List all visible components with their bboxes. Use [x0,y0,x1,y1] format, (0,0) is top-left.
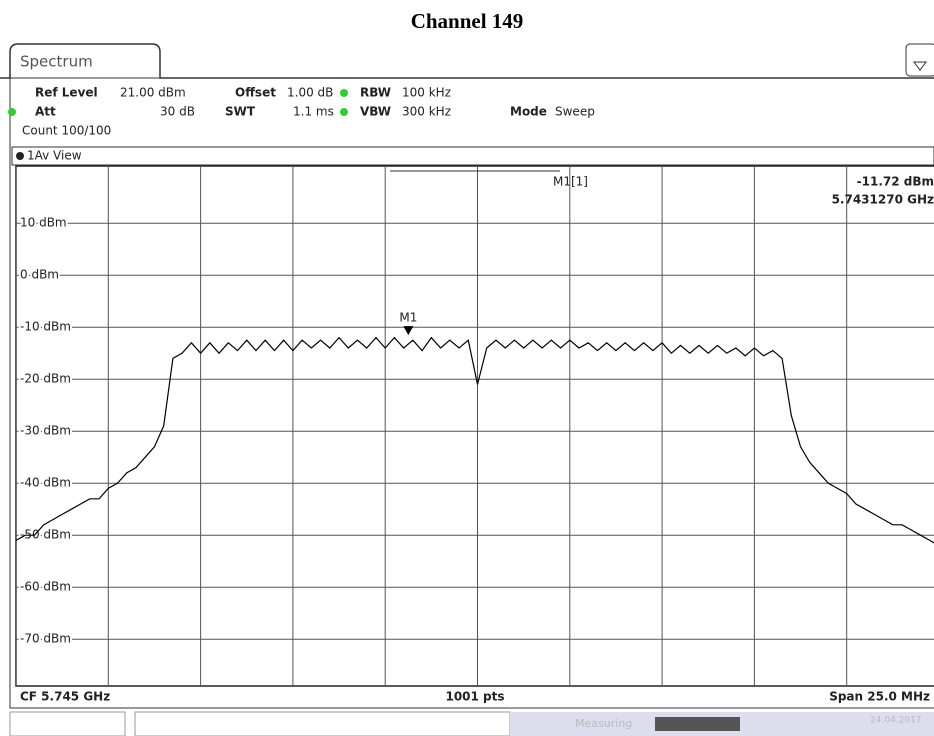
footer-left: CF 5.745 GHz [20,690,110,704]
setting-label: VBW [360,105,391,119]
count: Count 100/100 [22,124,111,138]
indicator [340,89,348,97]
view-dot [16,152,24,160]
setting-label: RBW [360,86,391,100]
status-state: Measuring [575,717,632,730]
y-tick-label: 10 dBm [20,216,67,230]
setting-label: Mode [510,105,547,119]
marker-readout-value: -11.72 dBm [857,175,934,189]
setting-value: 30 dB [160,105,195,119]
setting-label: Att [35,105,56,119]
setting-value: 100 kHz [402,86,451,100]
setting-label: Ref Level [35,86,98,100]
setting-value: 300 kHz [402,105,451,119]
status-box[interactable] [134,711,511,736]
tab-frame [0,43,934,79]
setting-value: Sweep [555,105,595,119]
y-tick-label: 0 dBm [20,268,59,282]
trace [16,336,934,544]
y-tick-label: -10 dBm [20,320,71,334]
status-box[interactable] [9,711,126,736]
status-date: 24.04.2017 [870,716,922,726]
footer-right: Span 25.0 MHz [829,690,930,704]
view-bar [11,146,934,166]
window-frame [9,77,934,709]
marker-readout-name: M1[1] [553,175,588,189]
y-tick-label: -20 dBm [20,372,71,386]
y-tick-label: -60 dBm [20,580,71,594]
page-title: Channel 149 [411,9,524,33]
menu-button[interactable] [905,43,934,77]
setting-label: SWT [225,105,256,119]
marker [403,326,414,336]
setting-label: Offset [235,86,276,100]
setting-value: 1.00 dB [287,86,333,100]
plot-frame [15,165,934,687]
marker-label: M1 [399,311,417,325]
indicator [8,108,16,116]
footer-center: 1001 pts [445,690,504,704]
indicator [340,108,348,116]
y-tick-label: -40 dBm [20,476,71,490]
progress [655,717,740,731]
marker-readout-freq: 5.7431270 GHz [832,193,934,207]
view-label: 1Av View [27,149,82,163]
menu-icon [913,61,927,71]
tab-label[interactable]: Spectrum [20,53,93,71]
y-tick-label: -70 dBm [20,632,71,646]
y-tick-label: -50 dBm [20,528,71,542]
setting-value: 1.1 ms [293,105,334,119]
setting-value: 21.00 dBm [120,86,186,100]
y-tick-label: -30 dBm [20,424,71,438]
